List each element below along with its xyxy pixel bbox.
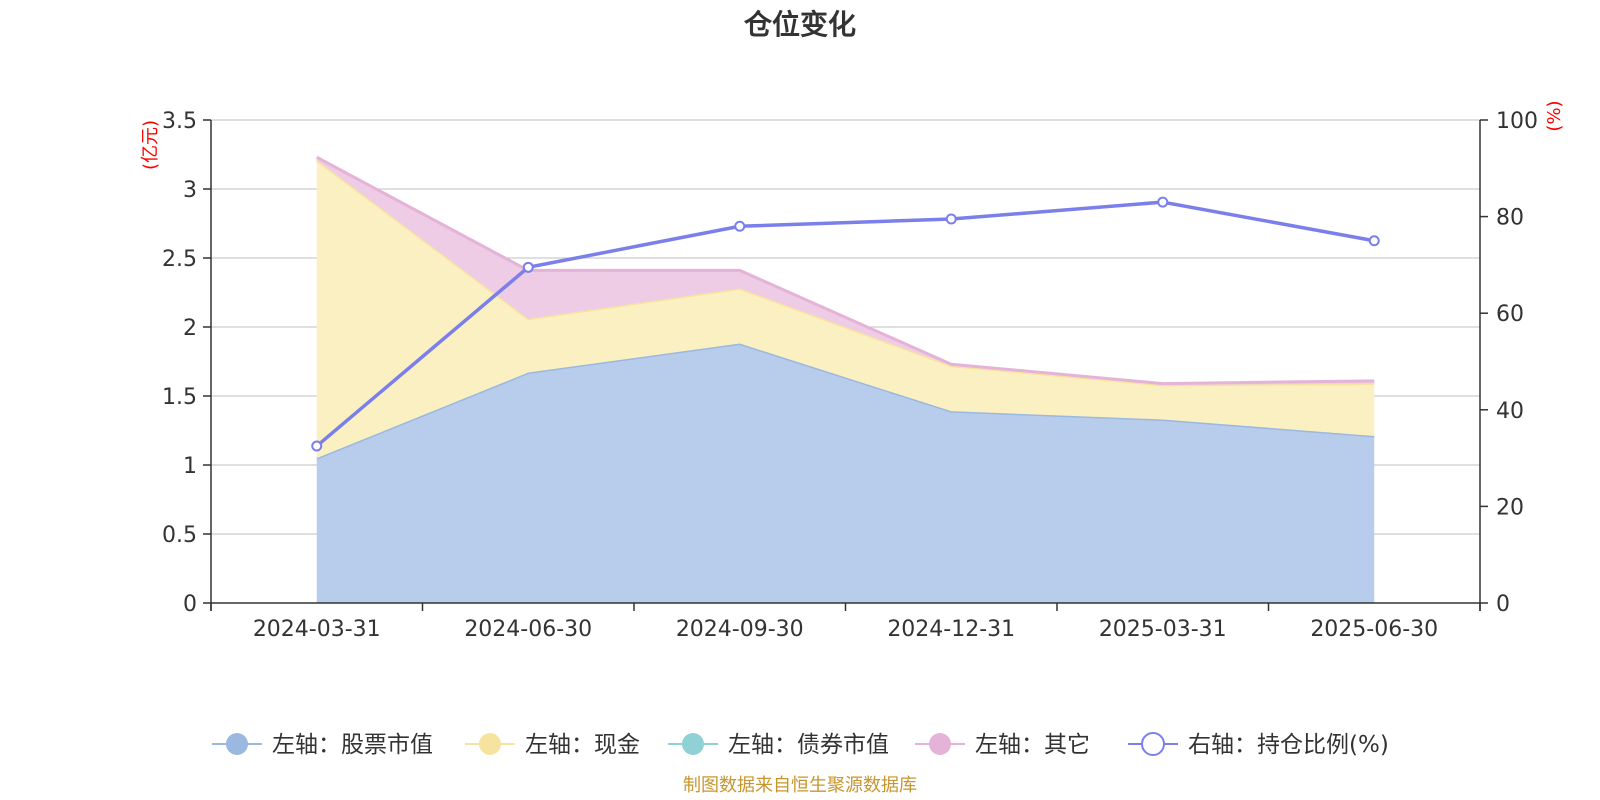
left-tick-label: 1 (183, 454, 197, 479)
left-tick-label: 3 (183, 178, 197, 203)
ratio-line (315, 200, 1375, 448)
left-tick-label: 2.5 (162, 247, 197, 272)
x-tick-label: 2025-03-31 (1099, 617, 1227, 642)
legend-label: 左轴：现金 (525, 732, 640, 758)
right-tick-label: 60 (1496, 302, 1524, 327)
legend-label: 左轴：债券市值 (728, 732, 889, 758)
right-axis-unit: (%) (1544, 100, 1565, 131)
left-tick-label: 3.5 (162, 109, 197, 134)
left-tick-label: 0.5 (162, 523, 197, 548)
legend-marker (1141, 732, 1165, 756)
right-tick-label: 80 (1496, 206, 1524, 231)
ratio-point (945, 213, 957, 225)
data-source: 制图数据来自恒生聚源数据库 (683, 775, 917, 796)
area-fill (316, 160, 1375, 459)
x-tick-label: 2025-06-30 (1310, 617, 1438, 642)
legend-marker (929, 733, 951, 755)
right-tick-label: 100 (1496, 109, 1538, 134)
legend: 左轴：股票市值 左轴：现金 左轴：债券市值 左轴：其它 右轴：持仓比例(%) (212, 732, 1389, 758)
chart-title: 仓位变化 (744, 8, 856, 41)
area-fill (316, 343, 1375, 603)
holding-ratio-line (311, 196, 1380, 452)
x-tick-label: 2024-03-31 (253, 617, 381, 642)
ratio-point (1157, 196, 1169, 208)
ratio-point (522, 261, 534, 273)
right-tick-label: 0 (1496, 592, 1510, 617)
x-tick-label: 2024-09-30 (676, 617, 804, 642)
legend-marker (226, 733, 248, 755)
axes: 0 0.5 1 1.5 2 2.5 3 3.5 0 20 40 60 80 100 2024-03-31 20… (162, 109, 1538, 642)
left-tick-label: 2 (183, 316, 197, 341)
legend-label: 左轴：其它 (975, 732, 1090, 758)
legend-label: 左轴：股票市值 (272, 732, 433, 758)
legend-marker (682, 733, 704, 755)
right-tick-label: 20 (1496, 495, 1524, 520)
legend-marker (479, 733, 501, 755)
x-tick-label: 2024-06-30 (464, 617, 592, 642)
legend-label: 右轴：持仓比例(%) (1188, 732, 1389, 758)
area-edge (316, 155, 1375, 386)
right-tick-label: 40 (1496, 399, 1524, 424)
left-tick-label: 1.5 (162, 385, 197, 410)
left-axis-unit: (亿元) (140, 120, 161, 170)
ratio-point (311, 440, 323, 452)
left-tick-label: 0 (183, 592, 197, 617)
ratio-point (1368, 235, 1380, 247)
ratio-point (734, 220, 746, 232)
x-tick-label: 2024-12-31 (887, 617, 1015, 642)
